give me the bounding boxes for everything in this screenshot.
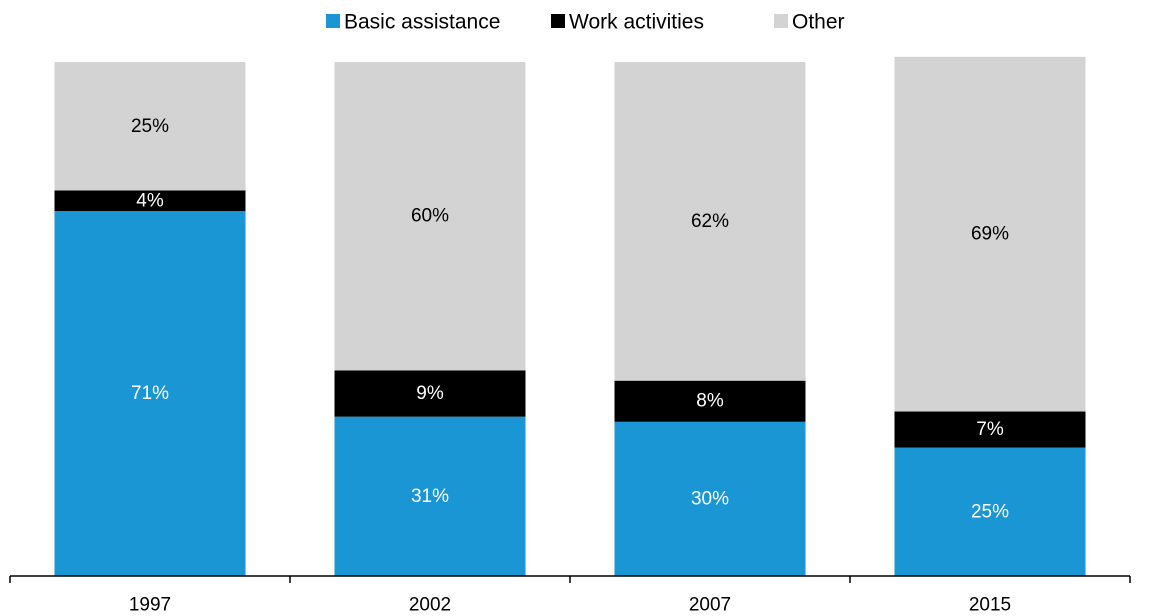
bars xyxy=(54,56,1086,576)
bar-segment-other-2015 xyxy=(894,56,1086,412)
x-tick-label-2002: 2002 xyxy=(409,595,451,616)
legend-label-work-activities: Work activities xyxy=(569,11,704,34)
data-label-other-2007: 62% xyxy=(691,211,729,232)
data-label-basic-assistance-2002: 31% xyxy=(411,486,449,507)
legend-label-other: Other xyxy=(792,11,845,34)
legend-swatch-other xyxy=(774,14,788,28)
data-label-work-activities-1997: 4% xyxy=(136,190,164,211)
legend: Basic assistance Work activities Other xyxy=(326,11,845,34)
data-label-other-2002: 60% xyxy=(411,206,449,227)
bar-segment-basic-assistance-2002 xyxy=(334,416,526,576)
bar-segment-work-activities-2002 xyxy=(334,370,526,417)
x-tick-label-1997: 1997 xyxy=(129,595,171,616)
bar-segment-work-activities-2015 xyxy=(894,411,1086,448)
bar-segment-other-2002 xyxy=(334,62,526,371)
data-label-basic-assistance-2007: 30% xyxy=(691,488,729,509)
legend-swatch-basic-assistance xyxy=(326,14,340,28)
legend-swatch-work-activities xyxy=(551,14,565,28)
legend-label-basic-assistance: Basic assistance xyxy=(344,11,500,34)
bar-segment-work-activities-1997 xyxy=(54,190,246,212)
data-label-other-2015: 69% xyxy=(971,224,1009,245)
bar-segment-basic-assistance-2015 xyxy=(894,447,1086,576)
data-label-work-activities-2007: 8% xyxy=(696,391,724,412)
x-tick-label-2007: 2007 xyxy=(689,595,731,616)
bar-segment-basic-assistance-1997 xyxy=(54,211,246,576)
bar-segment-basic-assistance-2007 xyxy=(614,421,806,576)
data-label-work-activities-2015: 7% xyxy=(976,419,1004,440)
data-labels: 71% 4% 25% 31% 9% 60% 30% 8% 62% 25% 7% 69% xyxy=(131,116,1009,523)
data-label-other-1997: 25% xyxy=(131,116,169,137)
data-label-basic-assistance-1997: 71% xyxy=(131,383,169,404)
bar-segment-other-1997 xyxy=(54,62,246,191)
data-label-basic-assistance-2015: 25% xyxy=(971,501,1009,522)
x-tick-label-2015: 2015 xyxy=(969,595,1011,616)
bar-segment-other-2007 xyxy=(614,62,806,381)
bar-segment-work-activities-2007 xyxy=(614,380,806,422)
data-label-work-activities-2002: 9% xyxy=(416,383,444,404)
x-axis: 1997 2002 2007 2015 xyxy=(9,575,1131,616)
